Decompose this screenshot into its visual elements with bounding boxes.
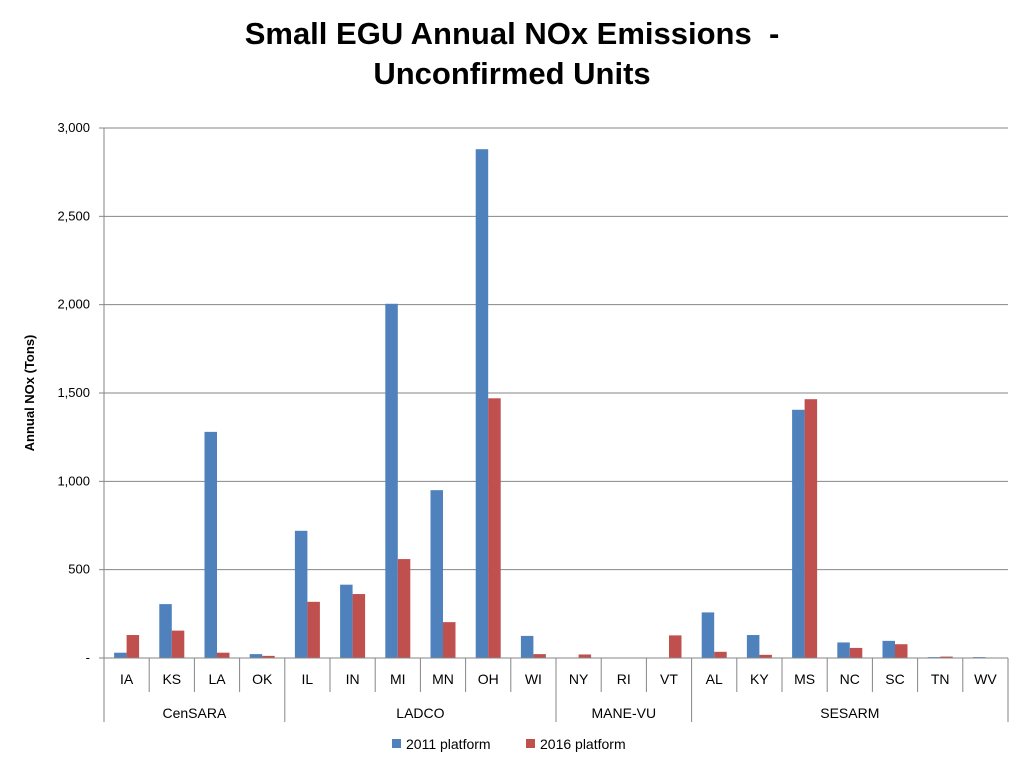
bar-ky-2011 [746,635,760,658]
bar-oh-2011 [475,149,489,658]
group-label-mane-vu: MANE-VU [592,705,657,721]
legend-label-2011: 2011 platform [406,736,491,752]
bar-sc-2016 [895,644,908,658]
category-label-wv: WV [974,671,997,687]
category-label-sc: SC [885,671,904,687]
bar-ky-2016 [759,654,772,658]
bar-la-2011 [204,431,217,658]
bar-oh-2016 [488,398,501,658]
category-label-ok: OK [252,671,273,687]
category-label-il: IL [302,671,314,687]
group-label-sesarm: SESARM [820,705,879,721]
bar-ok-2011 [249,654,263,658]
bar-al-2016 [714,651,727,658]
category-label-al: AL [706,671,723,687]
bar-mi-2016 [397,559,411,658]
bar-mn-2016 [443,622,456,658]
category-label-ks: KS [162,671,181,687]
category-label-wi: WI [525,671,542,687]
y-tick-label: 3,000 [57,120,90,135]
category-label-ky: KY [750,671,769,687]
bar-ks-2016 [171,630,185,658]
y-tick-label: 1,500 [57,385,90,400]
bar-in-2011 [340,584,353,658]
category-label-nc: NC [840,671,860,687]
bar-ks-2011 [159,604,172,658]
category-label-mn: MN [432,671,454,687]
category-label-oh: OH [478,671,499,687]
category-label-vt: VT [660,671,678,687]
bar-vt-2016 [669,635,682,658]
chart-title: Small EGU Annual NOx Emissions - Unconfi… [0,14,1024,94]
legend-swatch-2011 [392,739,401,748]
bar-ms-2011 [792,409,805,658]
bar-ia-2016 [126,635,140,658]
bar-mi-2011 [385,303,398,658]
chart-title-line-2: Unconfirmed Units [373,56,651,91]
bar-il-2016 [307,601,320,658]
group-label-ladco: LADCO [396,705,444,721]
category-label-in: IN [346,671,360,687]
y-tick-label: 1,000 [57,473,90,488]
category-label-mi: MI [390,671,406,687]
bar-wi-2011 [520,635,534,658]
bar-al-2011 [701,612,715,658]
category-label-ny: NY [569,671,589,687]
chart-title-line-1: Small EGU Annual NOx Emissions - [244,16,780,51]
bar-nc-2016 [849,647,863,658]
y-tick-label: 500 [68,562,90,577]
legend-label-2016: 2016 platform [540,736,626,752]
bar-ny-2016 [578,654,592,658]
group-label-censara: CenSARA [162,705,226,721]
bar-wi-2016 [533,654,546,658]
category-label-la: LA [208,671,226,687]
category-label-tn: TN [931,671,950,687]
bar-ms-2016 [804,399,818,658]
bar-ok-2016 [262,655,275,658]
y-tick-label: - [86,650,90,665]
bar-il-2011 [294,530,308,658]
category-label-ia: IA [120,671,134,687]
bar-tn-2016 [940,656,953,658]
y-tick-label: 2,500 [57,208,90,223]
category-label-ri: RI [617,671,631,687]
y-axis-label: Annual NOx (Tons) [22,335,37,452]
y-tick-label: 2,000 [57,297,90,312]
bar-mn-2011 [430,490,443,658]
category-label-ms: MS [794,671,815,687]
bar-la-2016 [217,652,230,658]
bar-in-2016 [352,594,366,658]
legend-swatch-2016 [526,739,535,748]
bar-nc-2011 [837,642,850,658]
bar-sc-2011 [882,640,895,658]
bar-ia-2011 [114,652,127,658]
